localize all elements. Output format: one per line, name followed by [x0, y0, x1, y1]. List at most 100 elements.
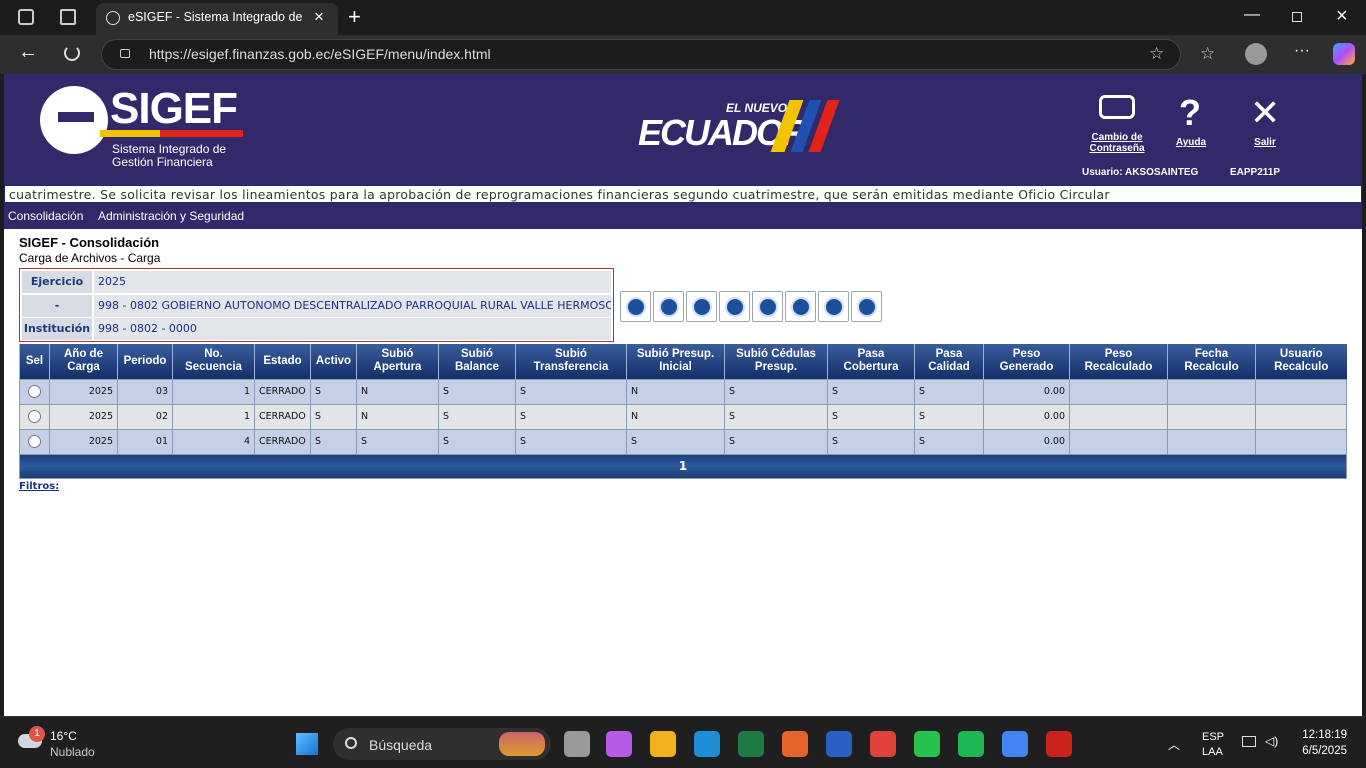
workspaces-icon[interactable]	[18, 9, 34, 25]
row-radio[interactable]	[28, 435, 41, 448]
row-radio[interactable]	[28, 385, 41, 398]
app-icon[interactable]	[826, 731, 852, 757]
link-help[interactable]: Ayuda	[1175, 137, 1207, 148]
tab-actions-icon[interactable]	[60, 9, 76, 25]
profile[interactable]	[1245, 43, 1267, 65]
row-radio[interactable]	[28, 410, 41, 423]
keyboard-layout[interactable]: LAA	[1202, 746, 1223, 758]
tool-button[interactable]	[653, 291, 684, 322]
column-header: Estado	[254, 344, 311, 379]
empty-cell	[1167, 378, 1256, 405]
tool-button[interactable]	[752, 291, 783, 322]
brand-top: EL NUEVO	[726, 101, 788, 115]
menu-dots[interactable]: ···	[1294, 42, 1310, 59]
app-icon[interactable]	[650, 731, 676, 757]
empty-cell	[1167, 403, 1256, 430]
grid-cell: S	[626, 428, 725, 455]
app-icon[interactable]	[694, 731, 720, 757]
tool-button[interactable]	[686, 291, 717, 322]
grid-cell: 0.00	[983, 378, 1070, 405]
tool-button[interactable]	[719, 291, 750, 322]
favorite-star[interactable]: ☆	[1149, 44, 1165, 63]
menu-item[interactable]: Consolidación	[8, 209, 84, 223]
app-icon[interactable]	[564, 731, 590, 757]
copilot[interactable]	[1333, 43, 1355, 65]
tool-icon	[857, 297, 877, 317]
select-cell	[19, 403, 50, 430]
search-highlight	[499, 732, 545, 756]
grid-cell: 01	[117, 428, 173, 455]
help-icon[interactable]: ?	[1179, 92, 1201, 133]
language[interactable]: ESP	[1202, 731, 1225, 743]
link-password[interactable]: Cambio de Contraseña	[1089, 132, 1145, 154]
app-icon[interactable]	[782, 731, 808, 757]
tool-button[interactable]	[785, 291, 816, 322]
link-exit[interactable]: Salir	[1254, 137, 1276, 148]
grid-cell: S	[827, 428, 915, 455]
favorites[interactable]: ☆	[1200, 44, 1216, 63]
close-window[interactable]: ×	[1336, 5, 1348, 27]
app-icon[interactable]	[870, 731, 896, 757]
clock-date[interactable]: 6/5/2025	[1302, 745, 1347, 757]
taskbar	[0, 716, 1366, 768]
grid-cell: S	[515, 403, 627, 430]
logo-text: SIGEF	[110, 84, 238, 133]
back-button[interactable]: ←	[18, 41, 38, 63]
logo-e-bar	[58, 112, 94, 122]
column-header: Fecha Recalculo	[1167, 344, 1256, 379]
logo-stripe	[160, 130, 243, 137]
weather-badge: 1	[29, 726, 45, 742]
volume-icon[interactable]: ◁)	[1265, 734, 1279, 748]
password-icon[interactable]	[1099, 95, 1135, 119]
data-grid: Sel Año de Carga Periodo No. Secuencia Estad…	[19, 344, 1347, 479]
app-icon[interactable]	[1046, 731, 1072, 757]
app-icon[interactable]	[1002, 731, 1028, 757]
tool-button[interactable]	[818, 291, 849, 322]
active-tab[interactable]	[96, 3, 338, 35]
weather: Nublado	[50, 745, 95, 759]
column-header: Pasa Calidad	[914, 344, 984, 379]
network-icon[interactable]	[1242, 736, 1256, 747]
clock-time[interactable]: 12:18:19	[1302, 729, 1347, 741]
column-header: Usuario Recalculo	[1255, 344, 1347, 379]
search-icon	[345, 737, 357, 749]
app-icon[interactable]	[738, 731, 764, 757]
tab-close[interactable]: ×	[314, 7, 324, 26]
temperature: 16°C	[50, 729, 77, 743]
exit-icon[interactable]: ✕	[1250, 92, 1281, 133]
tray-chevron[interactable]: ︿	[1168, 738, 1181, 752]
minimize[interactable]: —	[1244, 6, 1260, 23]
tool-icon	[791, 297, 811, 317]
filters-link[interactable]: Filtros:	[19, 481, 60, 492]
search-text: Búsqueda	[369, 737, 433, 753]
grid-cell: S	[310, 403, 357, 430]
header	[4, 74, 1362, 229]
app-icon[interactable]	[606, 731, 632, 757]
logo-subtitle: Sistema Integrado de Gestión Financiera	[112, 143, 226, 169]
select-cell	[19, 378, 50, 405]
grid-cell: N	[626, 403, 725, 430]
grid-cell: 0.00	[983, 428, 1070, 455]
grid-cell: 02	[117, 403, 173, 430]
menu-item[interactable]: Administración y Seguridad	[98, 209, 245, 223]
pager[interactable]: 1	[19, 453, 1347, 479]
info-label: Ejercicio	[22, 271, 92, 293]
empty-cell	[1255, 428, 1347, 455]
grid-row: 2025 03 1 CERRADO S N S S N S S S 0.00	[19, 378, 1347, 405]
grid-cell: N	[356, 403, 439, 430]
grid-cell: S	[724, 428, 828, 455]
new-tab[interactable]: +	[348, 4, 361, 29]
app-icon[interactable]	[958, 731, 984, 757]
tool-button[interactable]	[620, 291, 651, 322]
restore[interactable]	[1292, 12, 1302, 22]
grid-cell: S	[914, 428, 984, 455]
grid-cell: S	[914, 403, 984, 430]
tool-icon	[692, 297, 712, 317]
grid-cell: N	[626, 378, 725, 405]
app-icon[interactable]	[914, 731, 940, 757]
address-bar[interactable]	[101, 39, 1181, 70]
start-button[interactable]	[296, 733, 318, 755]
tool-button[interactable]	[851, 291, 882, 322]
reload-button[interactable]	[64, 45, 80, 61]
